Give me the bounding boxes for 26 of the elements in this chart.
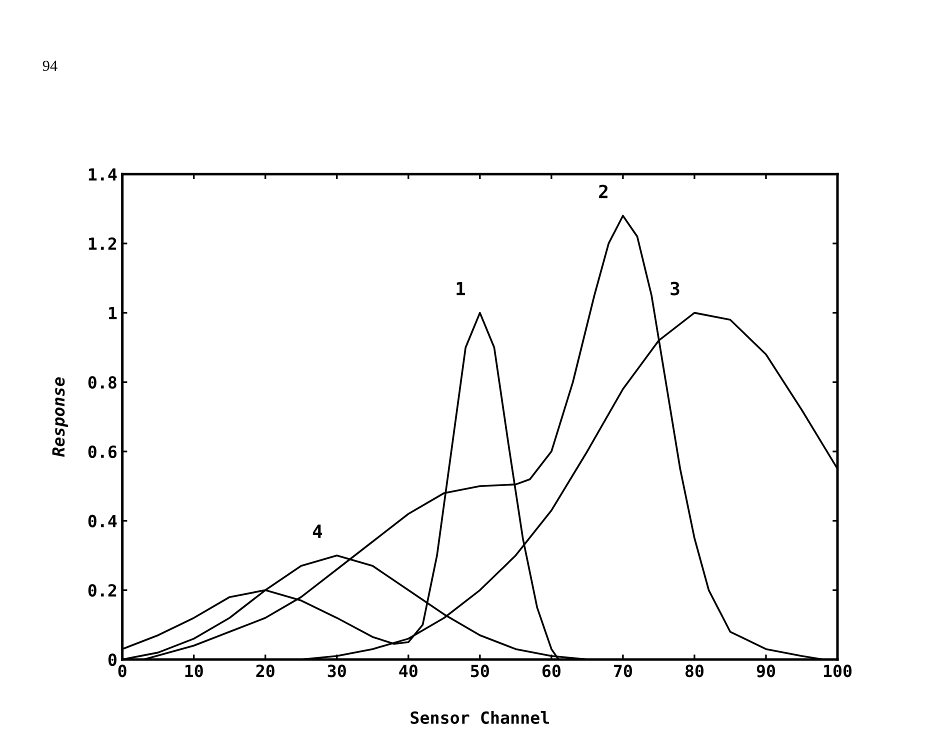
x-tick-label: 20 — [256, 664, 274, 678]
y-tick-label: 1.4 — [88, 168, 117, 180]
y-tick-label: 1.2 — [88, 237, 116, 250]
series-label: 3 — [670, 282, 680, 296]
legend-label: 2 — [599, 184, 608, 198]
x-tick-label: 50 — [471, 664, 489, 678]
y-tick-label: 0.6 — [88, 445, 117, 458]
x-tick-label: 100 — [824, 664, 852, 678]
x-tick-label: 30 — [328, 664, 346, 678]
x-tick-label: 10 — [185, 664, 203, 678]
text: 94 — [42, 60, 58, 71]
series-label: 1 — [456, 282, 466, 296]
x-tick-label: 70 — [614, 664, 632, 678]
y-tick-label: 0.2 — [88, 584, 116, 597]
y-tick-label: 1 — [108, 306, 117, 320]
y-axis-title: Response — [52, 377, 68, 457]
x-tick-label: 0 — [118, 664, 126, 678]
x-tick-label: 60 — [542, 664, 560, 678]
y-tick-label: 0 — [108, 653, 116, 666]
series-label: 4 — [312, 524, 322, 538]
x-tick-label: 80 — [685, 664, 704, 678]
x-axis-title: Sensor Channel — [410, 711, 550, 724]
x-tick-label: 40 — [399, 664, 418, 678]
y-tick-label: 0.8 — [88, 376, 116, 389]
y-tick-label: 0.4 — [88, 514, 117, 528]
x-tick-label: 90 — [756, 664, 776, 678]
